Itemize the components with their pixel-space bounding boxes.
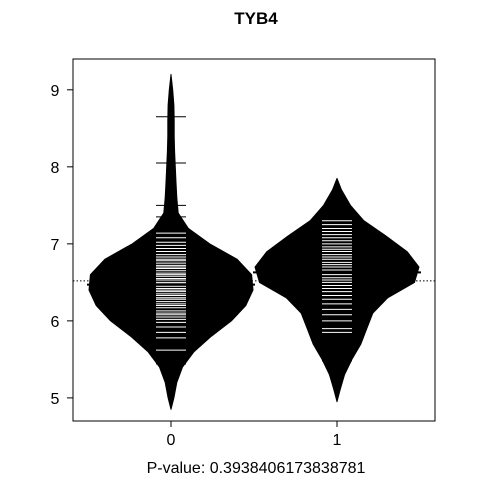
- chart-title: TYB4: [234, 9, 278, 28]
- plot-area: [73, 73, 435, 410]
- x-tick-label: 1: [333, 432, 342, 449]
- plot-frame: [72, 58, 436, 422]
- x-axis-label: P-value: 0.3938406173838781: [147, 460, 366, 477]
- y-tick-label: 6: [51, 314, 60, 331]
- y-tick-label: 9: [51, 83, 60, 100]
- axes: 5 6 7 8 9 0 1: [51, 83, 342, 449]
- y-tick-label: 5: [51, 391, 60, 408]
- x-tick-label: 0: [167, 432, 176, 449]
- bean-1: [254, 177, 420, 403]
- y-tick-label: 8: [51, 160, 60, 177]
- y-tick-label: 7: [51, 237, 60, 254]
